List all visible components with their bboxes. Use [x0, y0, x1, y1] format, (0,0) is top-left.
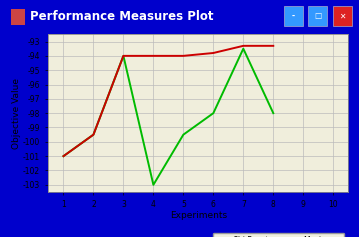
Y-axis label: Objective Value: Objective Value	[13, 78, 22, 149]
Bar	[11, 9, 24, 25]
X-axis label: Experiments: Experiments	[170, 211, 227, 220]
FancyBboxPatch shape	[308, 5, 327, 27]
FancyBboxPatch shape	[333, 5, 352, 27]
Text: Performance Measures Plot: Performance Measures Plot	[30, 10, 213, 23]
Legend: Obj.Funct., Maximum: Obj.Funct., Maximum	[213, 233, 344, 237]
Text: -: -	[292, 12, 295, 20]
Text: ✕: ✕	[339, 12, 345, 20]
FancyBboxPatch shape	[284, 5, 303, 27]
Text: □: □	[314, 12, 321, 20]
